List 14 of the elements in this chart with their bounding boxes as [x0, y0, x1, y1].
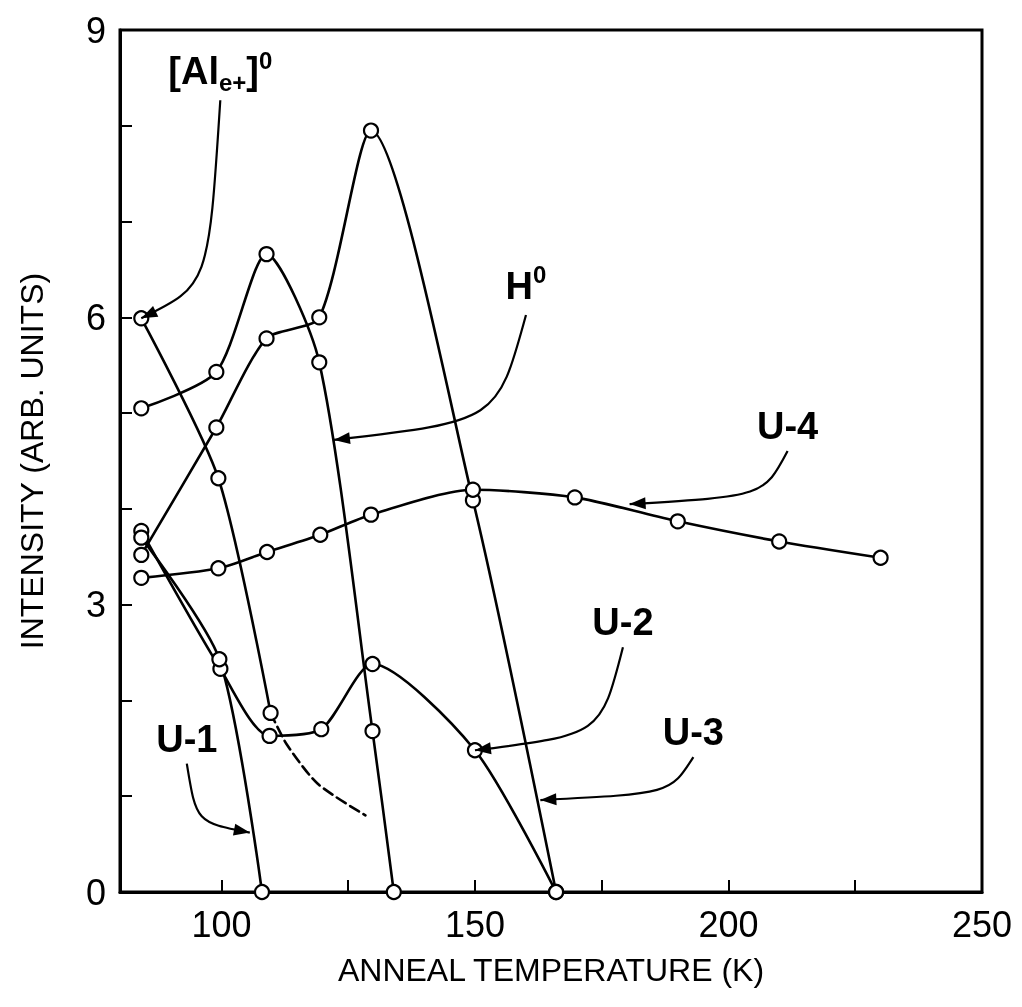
y-tick-label: 3 — [85, 584, 106, 626]
annotation: U-3 — [662, 711, 724, 754]
y-axis-title: INTENSITY (ARB. UNITS) — [14, 272, 50, 650]
x-tick-label: 150 — [444, 903, 505, 945]
annotation: U-2 — [592, 601, 654, 644]
x-axis-title: ANNEAL TEMPERATURE (K) — [337, 952, 765, 988]
y-tick-label: 0 — [85, 871, 106, 913]
x-tick-label: 200 — [698, 903, 759, 945]
x-tick-label: 250 — [951, 903, 1013, 945]
y-tick-label: 9 — [85, 9, 106, 51]
x-tick-label: 100 — [191, 903, 252, 945]
annotation: U-1 — [156, 717, 218, 760]
y-tick-label: 6 — [85, 296, 106, 338]
annotation: U-4 — [756, 405, 819, 448]
